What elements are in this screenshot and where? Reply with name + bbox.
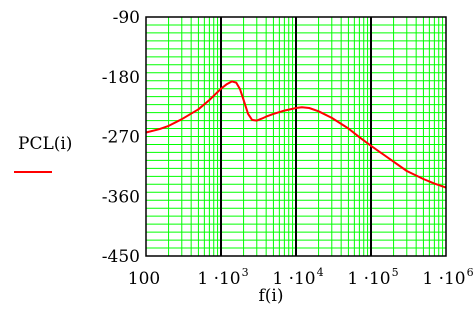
- y-tick-label: -180: [102, 68, 140, 88]
- y-axis-label: PCL(i): [18, 134, 72, 154]
- x-tick-labels: 100 1 ·10 3 1 ·10 4 1 ·10 5 1 ·10 6: [128, 266, 474, 289]
- x-tick-exponent: 6: [467, 266, 474, 279]
- y-tick-label: -450: [102, 247, 140, 267]
- x-tick-label: 1 ·10 3: [197, 266, 248, 289]
- x-tick-label: 100: [128, 269, 160, 289]
- y-tick-label: -270: [102, 128, 140, 148]
- x-axis-label: f(i): [259, 286, 284, 306]
- series-line: [145, 80, 447, 189]
- x-tick-exponent: 3: [242, 266, 249, 279]
- x-tick-base: 100: [128, 269, 160, 289]
- plot-frame: [145, 16, 447, 257]
- x-tick-base: 1 ·10: [422, 269, 465, 289]
- x-tick-base: 1 ·10: [347, 269, 390, 289]
- x-tick-label: 1 ·10 5: [347, 266, 398, 289]
- x-tick-exponent: 4: [317, 266, 324, 279]
- x-tick-base: 1 ·10: [197, 269, 240, 289]
- x-tick-base: 1 ·10: [272, 269, 315, 289]
- x-tick-exponent: 5: [392, 266, 399, 279]
- major-grid: [220, 17, 372, 256]
- y-tick-label: -90: [113, 8, 140, 28]
- series-curve-group: [145, 80, 447, 189]
- x-tick-label: 1 ·10 6: [422, 266, 473, 289]
- x-tick-label: 1 ·10 4: [272, 266, 323, 289]
- y-tick-label: -360: [102, 187, 140, 207]
- y-tick-labels: -90 -180 -270 -360 -450: [102, 8, 140, 267]
